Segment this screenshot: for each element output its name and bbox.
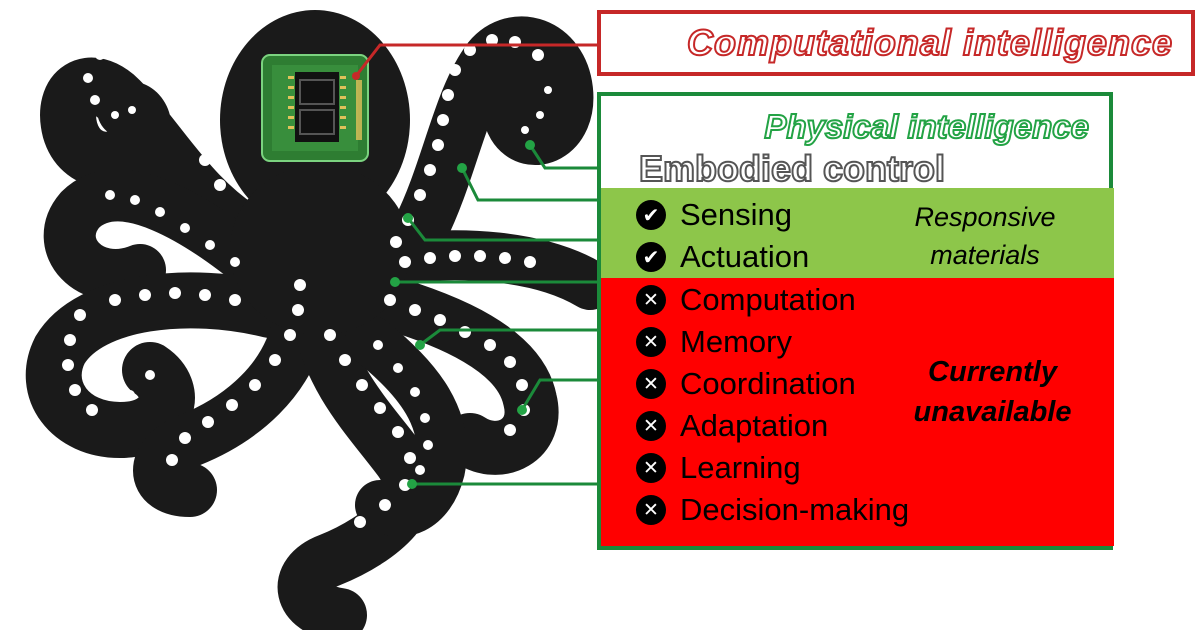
connector-computational xyxy=(354,43,597,77)
available-capabilities-band xyxy=(601,188,1114,278)
tentacle-mid-left-2 xyxy=(25,272,298,458)
capability-item-actuation: ✔ Actuation xyxy=(636,236,809,278)
embodied-control-title: Embodied control xyxy=(638,147,946,190)
currently-unavailable-text: Currently unavailable xyxy=(913,356,1072,428)
cross-icon: ✕ xyxy=(636,495,666,525)
cross-icon: ✕ xyxy=(636,411,666,441)
capability-label: Actuation xyxy=(680,239,810,274)
check-icon: ✔ xyxy=(636,200,666,230)
tentacle-mid-left-1 xyxy=(43,169,286,301)
capability-label: Adaptation xyxy=(680,408,829,443)
capability-item-adaptation: ✕ Adaptation xyxy=(636,405,828,447)
capability-label: Coordination xyxy=(680,366,856,401)
tentacle-right-1 xyxy=(365,230,615,310)
capability-item-sensing: ✔ Sensing xyxy=(636,194,792,236)
responsive-materials-label: Responsive materials xyxy=(880,198,1090,274)
cross-icon: ✕ xyxy=(636,453,666,483)
capability-label: Learning xyxy=(680,450,801,485)
capability-label: Decision-making xyxy=(680,492,910,527)
computational-intelligence-title: Computational intelligence xyxy=(686,21,1173,64)
capability-label: Computation xyxy=(680,282,856,317)
physical-intelligence-title: Physical intelligence xyxy=(763,107,1090,146)
cross-icon: ✕ xyxy=(636,327,666,357)
responsive-materials-text: Responsive materials xyxy=(914,202,1056,270)
tentacle-upper-left xyxy=(40,57,278,263)
chip-icon xyxy=(261,54,369,162)
suction-cups xyxy=(62,32,552,528)
unavailable-capabilities-band xyxy=(601,278,1114,546)
capability-item-learning: ✕ Learning xyxy=(636,447,801,489)
tentacle-upper-right xyxy=(392,16,594,258)
tentacle-right-3 xyxy=(345,315,467,537)
capability-label: Memory xyxy=(680,324,792,359)
capability-item-computation: ✕ Computation xyxy=(636,279,856,321)
currently-unavailable-label: Currently unavailable xyxy=(880,352,1105,432)
capability-label: Sensing xyxy=(680,197,793,232)
computational-intelligence-box: Computational intelligence xyxy=(597,10,1195,76)
octopus-body xyxy=(230,165,410,335)
capability-item-coordination: ✕ Coordination xyxy=(636,363,856,405)
check-icon: ✔ xyxy=(636,242,666,272)
octopus-tentacles xyxy=(25,16,615,630)
cross-icon: ✕ xyxy=(636,285,666,315)
capability-item-memory: ✕ Memory xyxy=(636,321,792,363)
capability-item-decision-making: ✕ Decision-making xyxy=(636,489,909,531)
tentacle-lower-left xyxy=(133,293,327,517)
cross-icon: ✕ xyxy=(636,369,666,399)
